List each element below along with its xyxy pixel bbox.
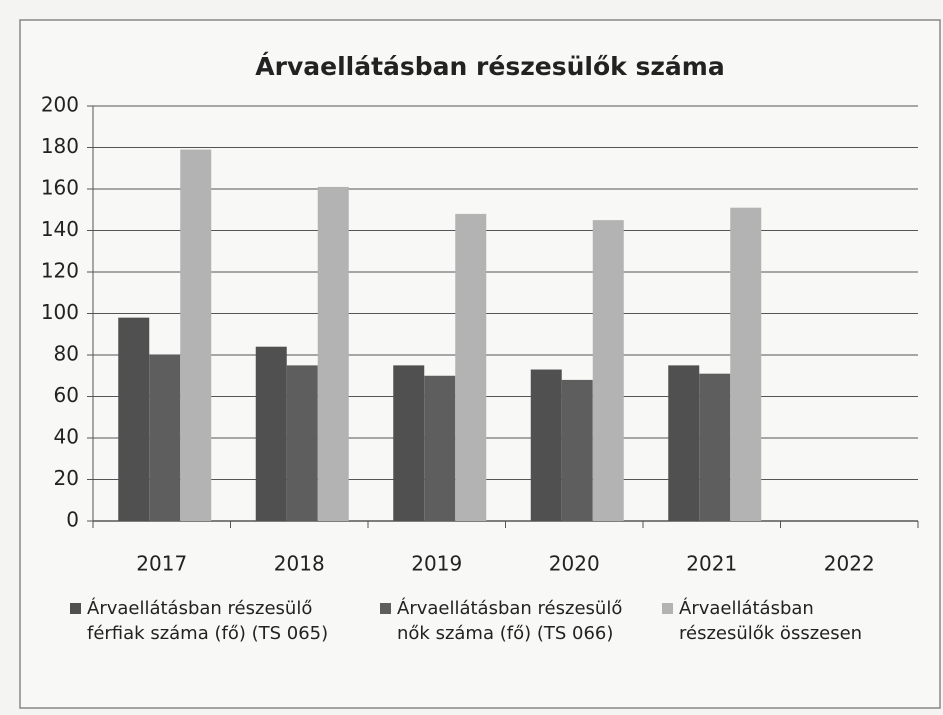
bar — [530, 369, 562, 521]
y-tick-label: 0 — [66, 508, 79, 532]
y-tick-label: 120 — [41, 259, 79, 283]
legend-entry: Árvaellátásban részesülők összesen — [662, 596, 892, 646]
bar — [286, 365, 318, 521]
legend-label: Árvaellátásban részesülő férfiak száma (… — [87, 598, 329, 644]
y-tick-label: 140 — [41, 217, 79, 241]
x-tick-label: 2018 — [274, 552, 325, 576]
legend-label: Árvaellátásban részesülők összesen — [679, 598, 863, 644]
legend: Árvaellátásban részesülő férfiak száma (… — [70, 596, 920, 696]
legend-swatch — [662, 603, 673, 614]
y-tick-label: 200 — [41, 93, 79, 117]
bar — [180, 149, 212, 521]
bar — [255, 346, 287, 521]
bar — [668, 365, 700, 521]
x-tick-label: 2022 — [824, 552, 875, 576]
legend-label: Árvaellátásban részesülő nők száma (fő) … — [397, 598, 623, 644]
x-tick-label: 2019 — [411, 552, 462, 576]
legend-swatch — [70, 603, 81, 614]
bar — [317, 186, 349, 522]
legend-swatch — [380, 603, 391, 614]
x-tick-label: 2021 — [686, 552, 737, 576]
bar — [730, 207, 762, 522]
bar — [592, 220, 624, 521]
x-tick-label: 2017 — [136, 552, 187, 576]
legend-entry: Árvaellátásban részesülő férfiak száma (… — [70, 596, 332, 646]
y-tick-label: 160 — [41, 176, 79, 200]
y-tick-label: 20 — [54, 466, 79, 490]
y-tick-label: 60 — [54, 383, 79, 407]
bar — [118, 317, 150, 521]
chart-title: Árvaellátásban részesülők száma — [255, 52, 724, 81]
bar — [561, 379, 593, 521]
bar — [424, 375, 456, 521]
bar — [149, 355, 181, 521]
x-tick-label: 2020 — [549, 552, 600, 576]
y-tick-label: 40 — [54, 425, 79, 449]
bar — [393, 365, 425, 521]
legend-entry: Árvaellátásban részesülő nők száma (fő) … — [380, 596, 642, 646]
bar — [699, 373, 731, 521]
y-tick-label: 100 — [41, 300, 79, 324]
y-tick-label: 80 — [54, 342, 79, 366]
bar — [455, 213, 487, 521]
y-tick-label: 180 — [41, 134, 79, 158]
